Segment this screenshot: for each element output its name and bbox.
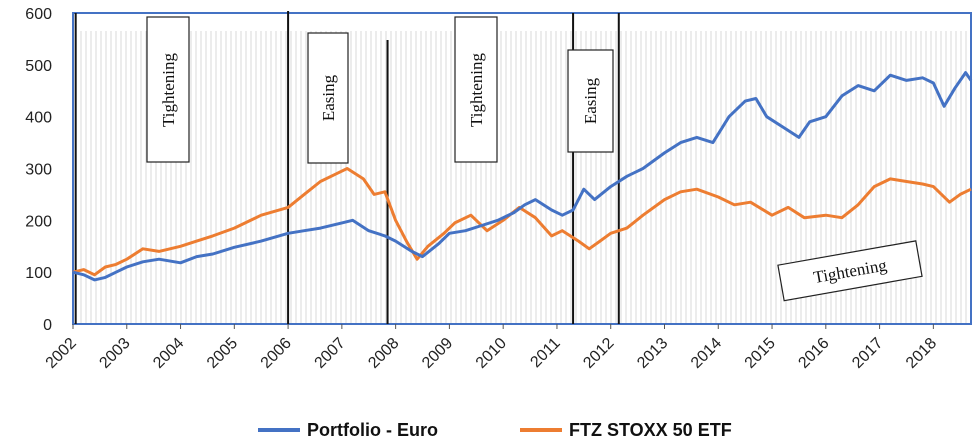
y-axis: 0 100 200 300 400 500 600 (25, 6, 52, 334)
y-tick-label: 200 (25, 213, 52, 230)
legend: Portfolio - Euro FTZ STOXX 50 ETF (258, 420, 732, 440)
annotation-easing-2-label: Easing (581, 77, 600, 124)
annotation-tightening-1-label: Tightening (159, 53, 178, 128)
x-tick-label: 2010 (473, 335, 510, 372)
annotation-tightening-3: Tightening (777, 240, 923, 302)
legend-label-ftz: FTZ STOXX 50 ETF (569, 420, 732, 440)
x-tick-label: 2018 (903, 335, 940, 372)
annotation-easing-1-label: Easing (319, 74, 338, 121)
series-group (72, 71, 973, 282)
x-tick-label: 2013 (634, 335, 671, 372)
x-tick-label: 2008 (365, 335, 402, 372)
y-tick-label: 400 (25, 110, 52, 127)
y-tick-label: 300 (25, 162, 52, 179)
annotation-tightening-1: Tightening (146, 16, 190, 163)
x-tick-label: 2002 (43, 335, 80, 372)
y-tick-label: 600 (25, 6, 52, 23)
annotation-tightening-2: Tightening (454, 16, 498, 163)
x-tick-label: 2004 (150, 335, 187, 372)
series-line-portfolio (72, 71, 973, 282)
x-axis: 2002 2003 2004 2005 2006 2007 2008 2009 2010 2011… (43, 324, 940, 372)
x-tick-label: 2016 (795, 335, 832, 372)
annotation-easing-1: Easing (307, 32, 349, 164)
annotation-tightening-2-label: Tightening (467, 53, 486, 128)
x-tick-label: 2009 (419, 335, 456, 372)
y-tick-label: 100 (25, 265, 52, 282)
y-tick-label: 0 (43, 317, 52, 334)
x-tick-label: 2011 (527, 335, 563, 371)
x-tick-label: 2007 (312, 335, 349, 372)
plot-frame (72, 12, 972, 325)
y-tick-label: 500 (25, 58, 52, 75)
x-tick-label: 2017 (849, 335, 886, 372)
x-tick-label: 2003 (96, 335, 133, 372)
x-tick-label: 2005 (204, 335, 241, 372)
x-tick-label: 2015 (742, 335, 779, 372)
x-tick-label: 2012 (580, 335, 617, 372)
annotation-easing-2: Easing (567, 49, 614, 153)
legend-label-portfolio: Portfolio - Euro (307, 420, 438, 440)
x-tick-label: 2006 (258, 335, 295, 372)
x-tick-label: 2014 (688, 335, 725, 372)
